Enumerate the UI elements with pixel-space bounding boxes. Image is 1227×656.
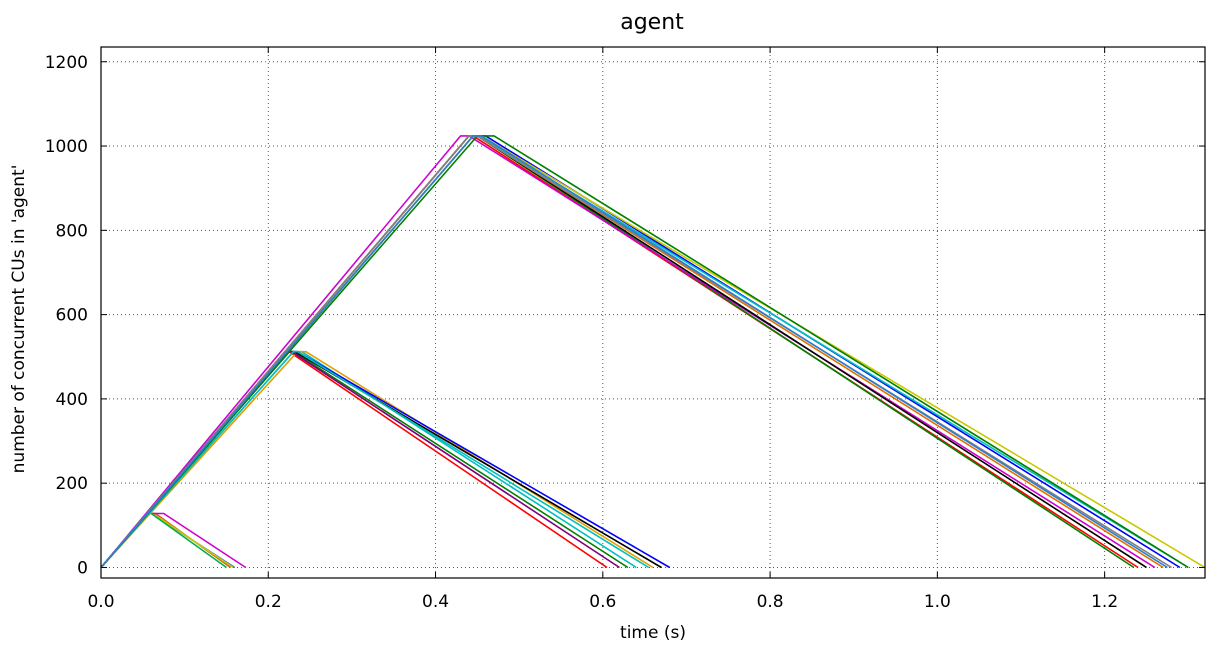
x-tick-label: 1.0: [924, 592, 951, 612]
series-line-13: [100, 135, 1139, 569]
series-line-22: [100, 135, 1172, 569]
y-tick-label: 200: [56, 474, 88, 494]
grid: [100, 47, 1205, 578]
x-tick-label: 1.2: [1091, 592, 1118, 612]
y-tick-label: 800: [56, 221, 88, 241]
x-axis: 0.0 0.2 0.4 0.6 0.8 1.0 1.2: [87, 47, 1118, 612]
y-axis-label: number of concurrent CUs in 'agent': [9, 165, 29, 474]
x-tick-label: 0.2: [255, 592, 282, 612]
y-axis: 0 200 400 600 800 1000 1200: [45, 53, 1205, 578]
y-tick-label: 1200: [45, 53, 88, 73]
y-tick-label: 0: [77, 558, 88, 578]
series-line-15: [100, 135, 1156, 569]
series-line-19: [100, 135, 1189, 569]
series-line-12: [100, 350, 650, 569]
x-tick-label: 0.4: [422, 592, 449, 612]
plot-area: [100, 135, 1206, 569]
y-tick-label: 600: [56, 306, 88, 326]
chart-title: agent: [620, 10, 684, 35]
series-line-20: [100, 135, 1189, 569]
plot-frame: [100, 46, 1206, 579]
series-line-16: [100, 135, 1147, 569]
series-line-23: [100, 135, 1168, 569]
series-line-11: [100, 350, 620, 569]
series-line-14: [100, 135, 1135, 569]
y-tick-label: 400: [56, 390, 88, 410]
x-tick-label: 0.6: [589, 592, 616, 612]
series-line-17: [100, 135, 1181, 569]
x-tick-label: 0.8: [757, 592, 784, 612]
series-line-4: [100, 512, 227, 569]
y-tick-label: 1000: [45, 137, 88, 157]
x-axis-label: time (s): [620, 623, 686, 643]
series-line-21: [100, 135, 1164, 569]
x-tick-label: 0.0: [87, 592, 114, 612]
